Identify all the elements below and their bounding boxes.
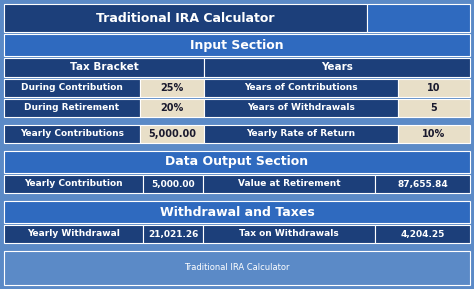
- Bar: [398, 125, 470, 143]
- Text: Yearly Contributions: Yearly Contributions: [20, 129, 124, 138]
- Text: Tax on Withdrawals: Tax on Withdrawals: [239, 229, 339, 238]
- Text: Traditional IRA Calculator: Traditional IRA Calculator: [184, 264, 290, 273]
- Text: Yearly Rate of Return: Yearly Rate of Return: [246, 129, 356, 138]
- Bar: [140, 99, 204, 117]
- Text: During Contribution: During Contribution: [21, 84, 123, 92]
- Text: Tax Bracket: Tax Bracket: [70, 62, 138, 73]
- Bar: [140, 79, 204, 97]
- Text: 10%: 10%: [422, 129, 446, 139]
- Text: Yearly Contribution: Yearly Contribution: [24, 179, 123, 188]
- Text: Yearly Withdrawal: Yearly Withdrawal: [27, 229, 120, 238]
- Text: During Retirement: During Retirement: [25, 103, 119, 112]
- Bar: [4, 79, 140, 97]
- Bar: [398, 99, 470, 117]
- Text: 25%: 25%: [160, 83, 183, 93]
- Text: Input Section: Input Section: [190, 38, 284, 51]
- Text: 87,655.84: 87,655.84: [397, 179, 448, 188]
- Text: Withdrawal and Taxes: Withdrawal and Taxes: [160, 205, 314, 218]
- Text: 10: 10: [427, 83, 441, 93]
- Bar: [367, 4, 470, 32]
- Bar: [4, 99, 140, 117]
- Text: 20%: 20%: [160, 103, 183, 113]
- Bar: [4, 201, 470, 223]
- Bar: [204, 58, 470, 77]
- Text: 5: 5: [430, 103, 438, 113]
- Bar: [143, 175, 203, 193]
- Bar: [143, 225, 203, 243]
- Bar: [375, 225, 470, 243]
- Text: 21,021.26: 21,021.26: [148, 229, 198, 238]
- Bar: [4, 151, 470, 173]
- Bar: [204, 125, 398, 143]
- Bar: [4, 4, 367, 32]
- Text: Years: Years: [321, 62, 353, 73]
- Bar: [203, 175, 375, 193]
- Bar: [140, 125, 204, 143]
- Bar: [4, 225, 143, 243]
- Text: Years of Withdrawals: Years of Withdrawals: [247, 103, 355, 112]
- Bar: [375, 175, 470, 193]
- Text: Data Output Section: Data Output Section: [165, 155, 309, 168]
- Bar: [4, 34, 470, 56]
- Bar: [4, 125, 140, 143]
- Bar: [4, 175, 143, 193]
- Bar: [203, 225, 375, 243]
- Text: Value at Retirement: Value at Retirement: [237, 179, 340, 188]
- Bar: [398, 79, 470, 97]
- Bar: [4, 58, 204, 77]
- Text: Traditional IRA Calculator: Traditional IRA Calculator: [96, 12, 275, 25]
- Bar: [4, 251, 470, 285]
- Text: 5,000.00: 5,000.00: [151, 179, 195, 188]
- Bar: [204, 99, 398, 117]
- Bar: [204, 79, 398, 97]
- Text: Years of Contributions: Years of Contributions: [244, 84, 358, 92]
- Text: 4,204.25: 4,204.25: [401, 229, 445, 238]
- Text: 5,000.00: 5,000.00: [148, 129, 196, 139]
